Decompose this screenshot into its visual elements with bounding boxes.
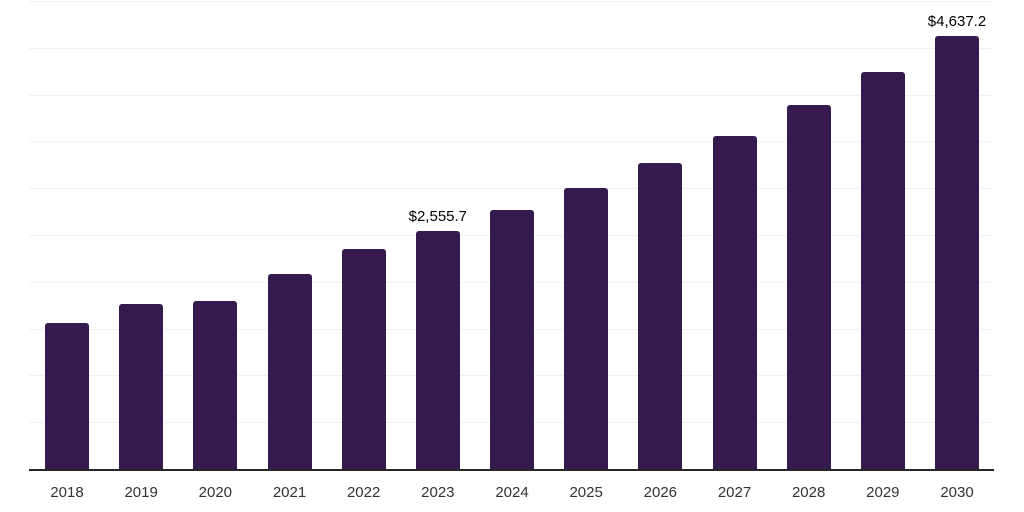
- plot-area: $2,555.7 $4,637.2: [29, 1, 994, 470]
- data-label-2023: $2,555.7: [408, 207, 468, 225]
- x-tick-2025: 2025: [569, 484, 603, 501]
- x-tick-2018: 2018: [50, 484, 84, 501]
- x-tick-2028: 2028: [791, 484, 826, 501]
- bar-2030: [935, 35, 979, 470]
- bar-2019: [119, 303, 164, 470]
- bar-2024: [490, 209, 534, 470]
- bar-2025: [564, 187, 609, 470]
- x-tick-2023: 2023: [421, 484, 455, 501]
- gridline: [29, 94, 994, 96]
- gridline: [29, 188, 994, 190]
- x-tick-2019: 2019: [124, 484, 158, 501]
- bar-2021: [267, 274, 312, 470]
- x-axis-line: [29, 469, 994, 471]
- bar-2026: [638, 163, 683, 470]
- x-tick-2026: 2026: [643, 484, 678, 501]
- bar-2027: [712, 135, 757, 470]
- bar-2029: [860, 71, 905, 470]
- bar-2018: [45, 323, 89, 470]
- bar-2022: [341, 249, 386, 470]
- gridline: [29, 47, 994, 49]
- gridline: [29, 141, 994, 143]
- x-tick-2020: 2020: [198, 484, 233, 501]
- x-tick-2027: 2027: [717, 484, 752, 501]
- data-label-2030: $4,637.2: [927, 12, 987, 30]
- x-tick-2024: 2024: [495, 484, 529, 501]
- x-tick-2029: 2029: [866, 484, 900, 501]
- x-tick-2021: 2021: [272, 484, 307, 501]
- bar-2028: [786, 105, 831, 470]
- bar-2023: [415, 230, 460, 470]
- x-tick-2022: 2022: [346, 484, 381, 501]
- gridline: [29, 1, 994, 2]
- bar-2020: [193, 300, 238, 470]
- x-tick-2030: 2030: [940, 484, 974, 501]
